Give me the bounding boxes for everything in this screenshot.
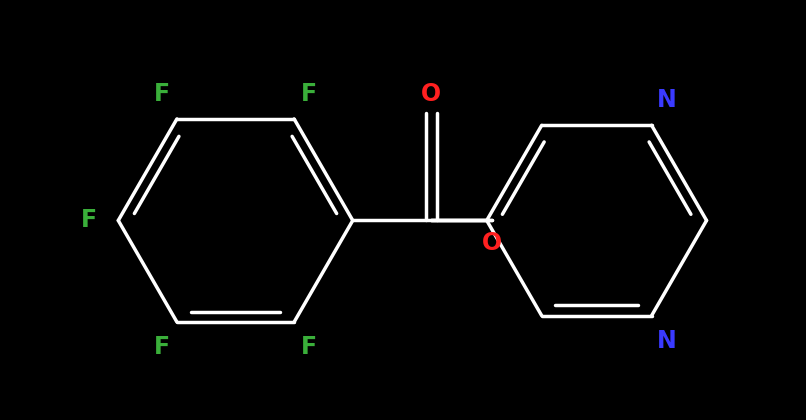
Text: F: F (154, 81, 170, 105)
Text: O: O (482, 231, 502, 255)
Text: N: N (656, 88, 676, 112)
Text: F: F (154, 336, 170, 360)
Text: O: O (422, 82, 442, 106)
Text: N: N (656, 329, 676, 353)
Text: F: F (301, 336, 317, 360)
Text: F: F (301, 81, 317, 105)
Text: F: F (81, 208, 97, 232)
